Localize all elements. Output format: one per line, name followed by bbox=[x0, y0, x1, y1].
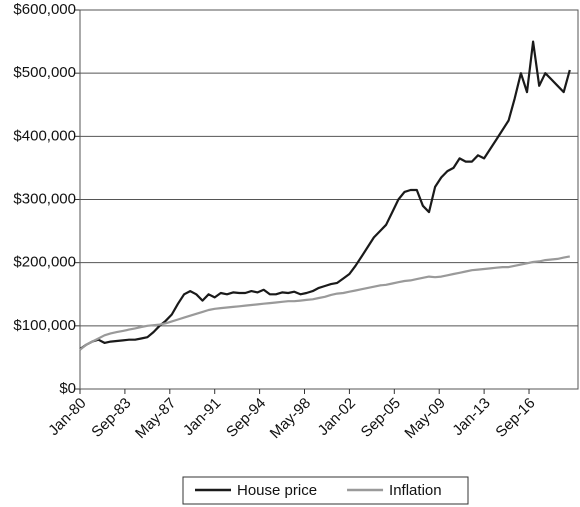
x-tick-label: Sep-94 bbox=[223, 395, 269, 441]
x-tick-label: Jan-13 bbox=[449, 395, 493, 439]
y-tick-label: $0 bbox=[59, 380, 76, 397]
line-series bbox=[79, 255, 571, 351]
x-tick-label: Jan-02 bbox=[315, 395, 359, 439]
x-tick-label: May-09 bbox=[401, 395, 448, 442]
x-tick-label: May-87 bbox=[132, 395, 179, 442]
plot-frame bbox=[79, 9, 579, 390]
line-series bbox=[79, 40, 571, 351]
y-tick-label: $500,000 bbox=[13, 64, 76, 81]
x-tick-label: Sep-16 bbox=[492, 395, 538, 441]
x-tick-label: May-98 bbox=[267, 395, 314, 442]
x-tick-label: Jan-80 bbox=[45, 395, 89, 439]
legend-label: House price bbox=[237, 482, 317, 499]
y-tick-label: $300,000 bbox=[13, 190, 76, 207]
y-tick-label: $200,000 bbox=[13, 254, 76, 271]
x-tick-label: Sep-05 bbox=[358, 395, 404, 441]
x-tick-label: Sep-83 bbox=[88, 395, 134, 441]
y-tick-label: $400,000 bbox=[13, 127, 76, 144]
y-tick-label: $600,000 bbox=[13, 1, 76, 18]
legend-label: Inflation bbox=[389, 482, 442, 499]
x-tick-label: Jan-91 bbox=[180, 395, 224, 439]
y-tick-label: $100,000 bbox=[13, 317, 76, 334]
